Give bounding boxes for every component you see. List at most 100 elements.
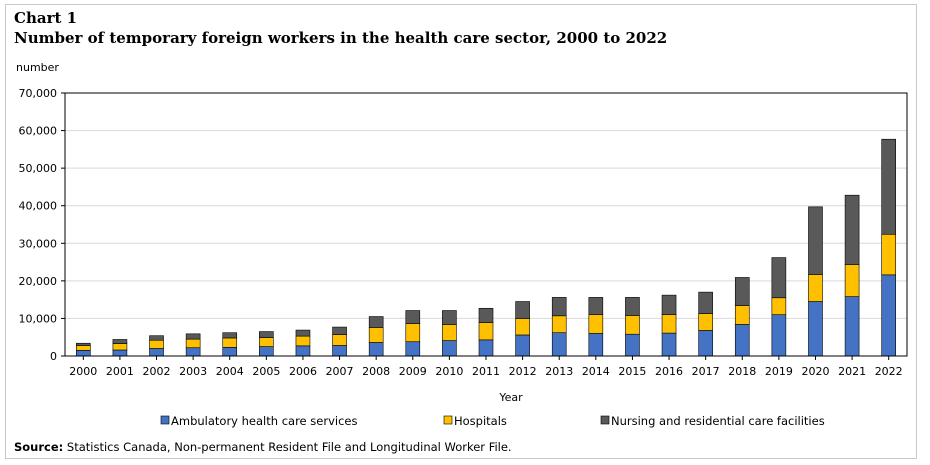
- bar-segment: [588, 333, 604, 357]
- bar-segment: [625, 333, 640, 357]
- x-tick-label: 2000: [69, 365, 97, 378]
- x-tick-label: 2004: [216, 365, 244, 378]
- y-axis-title: number: [16, 61, 59, 74]
- bar-segment: [112, 339, 128, 344]
- bar-segment: [588, 297, 604, 315]
- x-tick-label: 2019: [765, 365, 793, 378]
- y-tick-label: 40,000: [19, 200, 58, 213]
- bar-segment: [771, 257, 787, 299]
- bar-segment: [808, 301, 823, 357]
- bar-segment: [698, 330, 713, 357]
- legend-swatch: [160, 415, 170, 425]
- chart-frame: [5, 4, 917, 459]
- bar-segment: [661, 294, 677, 315]
- legend-label: Hospitals: [454, 414, 507, 428]
- bar-segment: [222, 332, 238, 339]
- bar-segment: [259, 337, 274, 347]
- x-tick-label: 2001: [106, 365, 134, 378]
- bar-segment: [112, 343, 128, 351]
- bar-segment: [76, 342, 91, 346]
- bar-segment: [442, 310, 457, 325]
- bar-segment: [222, 337, 238, 348]
- bar-segment: [368, 327, 384, 343]
- legend-label: Ambulatory health care services: [171, 414, 357, 428]
- y-tick-label: 0: [50, 350, 57, 363]
- x-tick-label: 2020: [801, 365, 829, 378]
- bar-segment: [661, 332, 677, 357]
- bar-segment: [405, 341, 421, 357]
- bar-segment: [808, 274, 823, 302]
- bar-segment: [734, 277, 750, 306]
- plot-border: [64, 92, 908, 357]
- y-tick-label: 10,000: [19, 312, 58, 325]
- y-tick-label: 60,000: [19, 125, 58, 138]
- bar-segment: [149, 348, 164, 357]
- x-tick-label: 2018: [728, 365, 756, 378]
- bar-segment: [771, 297, 787, 315]
- bar-segment: [551, 315, 567, 334]
- y-tick-label: 20,000: [19, 275, 58, 288]
- bar-segment: [734, 324, 750, 357]
- bar-segment: [844, 264, 860, 297]
- bar-segment: [478, 322, 494, 341]
- bar-segment: [478, 307, 494, 323]
- bar-segment: [515, 318, 530, 336]
- bar-segment: [698, 313, 713, 331]
- bar-segment: [515, 301, 530, 319]
- bar-segment: [112, 349, 128, 357]
- bar-segment: [881, 233, 896, 276]
- bar-segment: [149, 339, 164, 349]
- x-tick-label: 2015: [618, 365, 646, 378]
- bar-segment: [185, 333, 201, 340]
- bar-segment: [222, 347, 238, 357]
- x-tick-label: 2014: [582, 365, 610, 378]
- y-tick-label: 70,000: [19, 87, 58, 100]
- bar-segment: [259, 331, 274, 338]
- x-tick-label: 2005: [252, 365, 280, 378]
- bar-segment: [332, 334, 347, 346]
- bar-segment: [844, 296, 860, 357]
- bar-segment: [808, 206, 823, 275]
- bar-segment: [771, 314, 787, 357]
- x-tick-label: 2017: [692, 365, 720, 378]
- y-tick-label: 50,000: [19, 162, 58, 175]
- x-tick-label: 2016: [655, 365, 683, 378]
- bar-segment: [368, 316, 384, 328]
- x-tick-label: 2012: [509, 365, 537, 378]
- bar-segment: [185, 338, 201, 349]
- bar-segment: [515, 334, 530, 357]
- x-tick-label: 2021: [838, 365, 866, 378]
- x-tick-label: 2003: [179, 365, 207, 378]
- bar-segment: [259, 346, 274, 357]
- bar-segment: [734, 305, 750, 325]
- y-tick-label: 30,000: [19, 237, 58, 250]
- x-axis-title: Year: [498, 391, 523, 404]
- source-note: Source: Statistics Canada, Non-permanent…: [14, 440, 512, 454]
- legend-swatch: [443, 415, 453, 425]
- bar-segment: [442, 324, 457, 341]
- x-tick-label: 2006: [289, 365, 317, 378]
- legend-swatch: [600, 415, 610, 425]
- bar-segment: [881, 274, 896, 357]
- bar-segment: [698, 291, 713, 314]
- bar-segment: [625, 297, 640, 316]
- bar-segment: [405, 310, 421, 324]
- source-text: Statistics Canada, Non-permanent Residen…: [66, 440, 512, 454]
- bar-segment: [295, 335, 311, 347]
- source-label: Source:: [14, 440, 64, 454]
- chart-title: Number of temporary foreign workers in t…: [14, 29, 668, 47]
- bar-segment: [588, 314, 604, 334]
- bar-segment: [295, 345, 311, 357]
- bar-segment: [149, 335, 164, 341]
- chart-label: Chart 1: [14, 9, 78, 27]
- bar-segment: [368, 342, 384, 357]
- bar-segment: [185, 347, 201, 357]
- legend-label: Nursing and residential care facilities: [611, 414, 825, 428]
- bar-segment: [661, 314, 677, 334]
- bar-segment: [551, 297, 567, 317]
- x-tick-label: 2022: [875, 365, 903, 378]
- bar-segment: [76, 345, 91, 351]
- bar-segment: [332, 326, 347, 335]
- bar-segment: [76, 350, 91, 357]
